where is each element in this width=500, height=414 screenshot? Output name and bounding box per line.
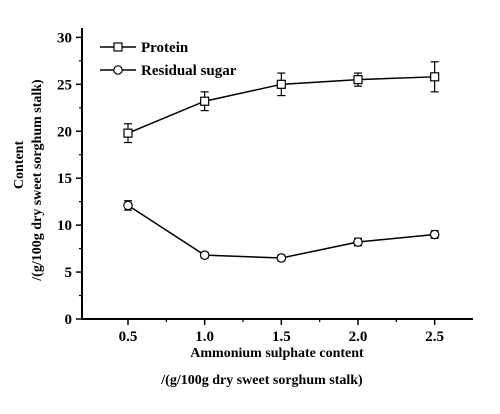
x-axis-title-line2: /(g/100g dry sweet sorghum stalk) (160, 373, 363, 388)
y-tick-label: 25 (57, 77, 72, 93)
y-tick-label: 10 (57, 218, 72, 234)
y-tick-label: 0 (65, 312, 73, 328)
legend-item-residual-sugar: Residual sugar (100, 63, 237, 79)
x-tick-label: 2.5 (425, 329, 444, 345)
protein-point (430, 72, 440, 82)
y-tick-label: 5 (65, 265, 73, 281)
x-tick-label: 0.5 (119, 329, 138, 345)
protein-point (276, 79, 286, 89)
x-tick-label: 1.5 (272, 329, 291, 345)
residual-sugar-point (353, 237, 363, 247)
y-axis-title-line2: /(g/100g dry sweet sorghum stalk) (30, 79, 45, 282)
legend-item-protein: Protein (100, 40, 189, 56)
series-layer (123, 61, 440, 263)
residual-sugar-point (429, 229, 440, 240)
y-ticks: 0 5 10 15 20 25 30 (57, 30, 82, 328)
x-ticks: 0.5 1.0 1.5 2.0 2.5 (119, 319, 444, 345)
y-axis-title: Content /(g/100g dry sweet sorghum stalk… (12, 79, 45, 282)
x-tick-label: 1.0 (195, 329, 214, 345)
plot-axes (81, 28, 473, 320)
series-protein (123, 61, 440, 144)
residual-sugar-line (127, 204, 435, 259)
y-tick-label: 30 (57, 30, 72, 46)
protein-point (123, 128, 133, 138)
y-axis-title-line1: Content (12, 141, 27, 190)
y-tick-label: 15 (57, 171, 72, 187)
legend-residual-sugar-circle-marker (113, 65, 123, 75)
legend: Protein Residual sugar (100, 40, 237, 79)
x-tick-label: 2.0 (349, 329, 368, 345)
protein-point (200, 96, 210, 106)
x-axis-title-line1: Ammonium sulphate content (190, 346, 364, 361)
residual-sugar-point (123, 200, 133, 211)
protein-point (353, 75, 363, 85)
legend-residual-sugar-label: Residual sugar (141, 63, 237, 79)
legend-protein-square-marker (113, 42, 123, 52)
series-residual-sugar (123, 200, 440, 263)
y-tick-label: 20 (57, 124, 72, 140)
residual-sugar-point (199, 250, 210, 260)
legend-protein-label: Protein (141, 40, 189, 56)
residual-sugar-point (276, 253, 287, 263)
